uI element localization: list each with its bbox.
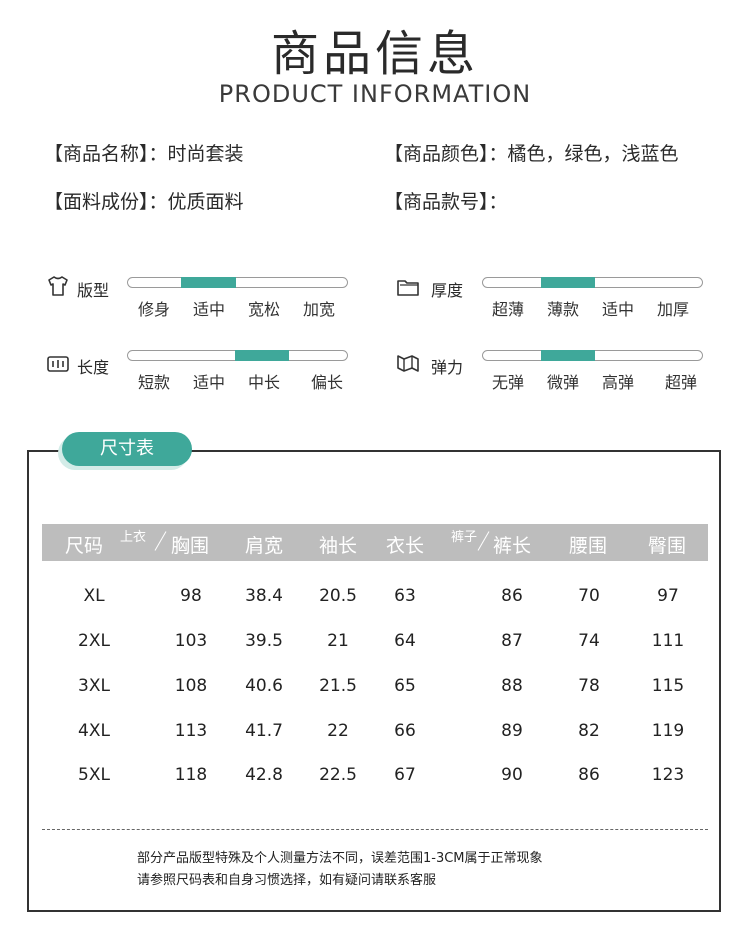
- cell: 65: [394, 676, 416, 696]
- cell: 42.8: [245, 765, 283, 785]
- cell: 63: [394, 586, 416, 606]
- stretch-icon: [397, 355, 419, 372]
- page-title: 商品信息: [270, 26, 479, 82]
- cell: 97: [657, 586, 679, 606]
- cell: 70: [578, 586, 600, 606]
- elasticity-option: 超弹: [664, 373, 698, 392]
- fit-slider-fill: [181, 277, 236, 288]
- header-col: 裤长: [492, 535, 532, 557]
- cell: 118: [174, 765, 208, 785]
- cell: 86: [501, 586, 523, 606]
- length-option: 适中: [192, 373, 226, 392]
- thickness-slider: [482, 277, 703, 288]
- header-top-group: 上衣: [120, 530, 147, 545]
- cell: 103: [174, 631, 208, 651]
- page-subtitle: PRODUCT INFORMATION: [218, 80, 532, 108]
- divider: [42, 829, 708, 830]
- cell: 119: [651, 721, 685, 741]
- header-col: 腰围: [568, 535, 608, 557]
- cell: 86: [578, 765, 600, 785]
- cell: 98: [180, 586, 202, 606]
- cell-size: 4XL: [78, 721, 110, 741]
- fit-option: 适中: [192, 300, 226, 319]
- cell-size: XL: [83, 586, 105, 606]
- product-fabric: 【面料成份】：优质面料: [44, 191, 244, 213]
- size-table-header: [42, 524, 708, 561]
- thickness-option: 薄款: [546, 300, 580, 319]
- fit-slider: [127, 277, 348, 288]
- cell: 64: [394, 631, 416, 651]
- header-bottom-group: 裤子: [451, 530, 478, 545]
- note-line-1: 部分产品版型特殊及个人测量方法不同，误差范围1-3CM属于正常现象: [137, 851, 543, 866]
- cell: 111: [651, 631, 685, 651]
- header-size: 尺码: [64, 535, 104, 557]
- thickness-slider-fill: [541, 277, 595, 288]
- cell: 88: [501, 676, 523, 696]
- folder-icon: [397, 280, 419, 296]
- elasticity-option: 微弹: [546, 373, 580, 392]
- header-col: 肩宽: [244, 535, 284, 557]
- cell-size: 5XL: [78, 765, 110, 785]
- cell: 90: [501, 765, 523, 785]
- attr-label-thickness: 厚度: [431, 281, 464, 300]
- length-option: 短款: [137, 373, 171, 392]
- thickness-option: 超薄: [491, 300, 525, 319]
- fit-option: 宽松: [247, 300, 281, 319]
- cell: 115: [651, 676, 685, 696]
- fit-option: 修身: [137, 300, 171, 319]
- cell: 39.5: [245, 631, 283, 651]
- fit-option: 加宽: [302, 300, 336, 319]
- cell: 78: [578, 676, 600, 696]
- cell: 66: [394, 721, 416, 741]
- cell: 123: [651, 765, 685, 785]
- product-color: 【商品颜色】：橘色，绿色，浅蓝色: [384, 143, 679, 165]
- ruler-icon: [47, 356, 69, 372]
- size-table-tab: 尺寸表: [62, 432, 192, 466]
- attr-label-elasticity: 弹力: [431, 358, 464, 377]
- length-slider: [127, 350, 348, 361]
- elasticity-slider: [482, 350, 703, 361]
- cell: 108: [174, 676, 208, 696]
- cell: 74: [578, 631, 600, 651]
- cell: 87: [501, 631, 523, 651]
- cell: 22: [327, 721, 349, 741]
- product-name: 【商品名称】：时尚套装: [44, 143, 244, 165]
- length-slider-fill: [235, 350, 289, 361]
- cell-size: 3XL: [78, 676, 110, 696]
- attr-label-length: 长度: [77, 358, 110, 377]
- product-style-no: 【商品款号】：: [384, 191, 508, 213]
- cell: 22.5: [319, 765, 357, 785]
- elasticity-slider-fill: [541, 350, 595, 361]
- header-col: 臀围: [647, 535, 687, 557]
- header-col: 胸围: [170, 535, 210, 557]
- size-table-frame: [27, 450, 721, 912]
- cell: 21: [327, 631, 349, 651]
- cell: 40.6: [245, 676, 283, 696]
- cell: 67: [394, 765, 416, 785]
- cell-size: 2XL: [78, 631, 110, 651]
- attr-label-fit: 版型: [77, 281, 110, 300]
- cell: 82: [578, 721, 600, 741]
- thickness-option: 适中: [601, 300, 635, 319]
- thickness-option: 加厚: [656, 300, 690, 319]
- note-line-2: 请参照尺码表和自身习惯选择，如有疑问请联系客服: [137, 873, 437, 888]
- length-option: 中长: [247, 373, 281, 392]
- tshirt-icon: [48, 276, 68, 296]
- cell: 41.7: [245, 721, 283, 741]
- cell: 21.5: [319, 676, 357, 696]
- elasticity-option: 无弹: [491, 373, 525, 392]
- header-col: 衣长: [385, 535, 425, 557]
- cell: 20.5: [319, 586, 357, 606]
- header-col: 袖长: [318, 535, 358, 557]
- cell: 89: [501, 721, 523, 741]
- elasticity-option: 高弹: [601, 373, 635, 392]
- cell: 38.4: [245, 586, 283, 606]
- length-option: 偏长: [310, 373, 344, 392]
- cell: 113: [174, 721, 208, 741]
